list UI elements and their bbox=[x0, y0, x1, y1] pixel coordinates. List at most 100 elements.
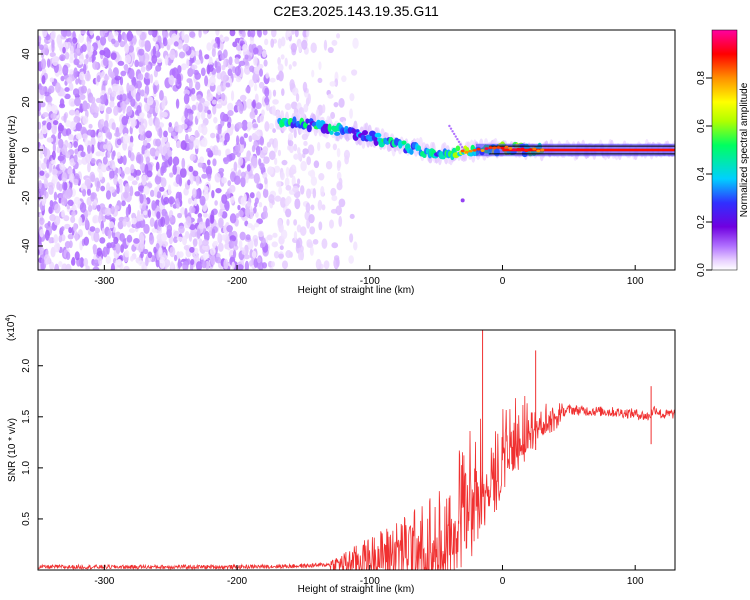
heatmap-cell bbox=[125, 206, 130, 218]
heatmap-cell bbox=[190, 94, 197, 102]
heatmap-cell bbox=[353, 241, 358, 251]
heatmap-cell bbox=[119, 40, 126, 48]
heatmap-cell bbox=[285, 250, 292, 259]
heatmap-cell bbox=[280, 54, 285, 60]
heatmap-cell bbox=[262, 30, 268, 36]
heatmap-cell bbox=[143, 265, 148, 270]
heatmap-cell bbox=[58, 138, 64, 149]
heatmap-cell bbox=[288, 144, 294, 154]
heatmap-cell bbox=[508, 147, 513, 150]
heatmap-cell bbox=[349, 233, 354, 243]
heatmap-cell bbox=[41, 30, 48, 38]
heatmap-cell bbox=[51, 150, 56, 160]
heatmap-cell bbox=[212, 158, 217, 167]
heatmap-cell bbox=[111, 83, 119, 91]
heatmap-cell bbox=[62, 30, 67, 38]
heatmap-cell bbox=[126, 220, 131, 228]
heatmap-cell bbox=[64, 223, 71, 230]
heatmap-cell bbox=[73, 154, 78, 163]
heatmap-cell bbox=[253, 134, 258, 141]
heatmap-cell bbox=[238, 60, 246, 66]
heatmap-cell bbox=[179, 167, 187, 178]
heatmap-cell bbox=[92, 61, 99, 70]
heatmap-cell bbox=[73, 58, 80, 66]
heatmap-cell bbox=[106, 166, 110, 172]
heatmap-cell bbox=[60, 197, 67, 206]
heatmap-cell bbox=[149, 217, 155, 228]
heatmap-cell bbox=[41, 162, 47, 170]
heatmap-cell bbox=[455, 145, 461, 152]
heatmap-cell bbox=[54, 82, 61, 94]
heatmap-cell bbox=[307, 144, 315, 156]
heatmap-cell bbox=[86, 41, 92, 53]
heatmap-cell bbox=[303, 140, 308, 146]
heatmap-cell bbox=[225, 82, 231, 88]
heatmap-cell bbox=[259, 115, 264, 123]
heatmap-cell bbox=[69, 172, 75, 183]
heatmap-cell bbox=[217, 149, 222, 157]
heatmap-cell bbox=[238, 210, 244, 218]
heatmap-cell bbox=[224, 132, 230, 143]
heatmap-cell bbox=[155, 138, 162, 147]
heatmap-cell bbox=[206, 226, 212, 232]
heatmap-cell bbox=[67, 233, 74, 240]
heatmap-cell bbox=[105, 106, 113, 115]
heatmap-cell bbox=[131, 180, 138, 186]
heatmap-cell bbox=[178, 51, 186, 59]
heatmap-cell bbox=[298, 251, 303, 261]
heatmap-cell bbox=[309, 246, 314, 256]
heatmap-cell bbox=[151, 200, 156, 211]
heatmap-cell bbox=[80, 45, 84, 54]
heatmap-cell bbox=[128, 68, 135, 80]
heatmap-cell bbox=[472, 148, 477, 152]
heatmap-cell bbox=[348, 255, 354, 264]
heatmap-cell bbox=[144, 102, 150, 112]
snr-x-ticks: -300 -200 -100 0 100 bbox=[94, 565, 644, 587]
heatmap-cell bbox=[110, 262, 115, 270]
heatmap-cell bbox=[243, 254, 250, 260]
heatmap-cell bbox=[90, 174, 96, 183]
heatmap-cell bbox=[167, 184, 172, 196]
heatmap-cell bbox=[237, 204, 241, 211]
heatmap-cell bbox=[229, 235, 237, 242]
heatmap-cell bbox=[225, 148, 231, 155]
heatmap-cell bbox=[118, 178, 123, 185]
heatmap-cell bbox=[85, 265, 90, 270]
heatmap-cell bbox=[194, 72, 201, 80]
heatmap-cell bbox=[308, 214, 315, 224]
heatmap-cell bbox=[161, 232, 168, 242]
heatmap-cell bbox=[72, 88, 80, 97]
heatmap-cell bbox=[273, 165, 281, 173]
x-tick-label: -200 bbox=[227, 276, 247, 287]
heatmap-cell bbox=[153, 187, 158, 198]
heatmap-cell bbox=[110, 52, 117, 60]
heatmap-cell bbox=[161, 135, 168, 143]
heatmap-cell bbox=[195, 261, 203, 270]
heatmap-cell bbox=[103, 120, 109, 131]
heatmap-cell bbox=[271, 241, 278, 248]
heatmap-cell bbox=[236, 121, 243, 129]
heatmap-cell bbox=[183, 93, 190, 105]
heatmap-cell bbox=[349, 108, 353, 119]
heatmap-cell bbox=[310, 42, 317, 54]
heatmap-cell bbox=[102, 156, 108, 165]
heatmap-cell bbox=[245, 86, 251, 94]
heatmap-cell bbox=[297, 147, 301, 155]
heatmap-cell bbox=[191, 64, 198, 70]
heatmap-cell bbox=[102, 246, 108, 258]
heatmap-cell bbox=[318, 172, 325, 181]
heatmap-cell bbox=[226, 224, 233, 233]
heatmap-cell bbox=[98, 214, 102, 224]
heatmap-cell bbox=[172, 164, 177, 176]
heatmap-cell bbox=[126, 105, 133, 117]
heatmap-cell bbox=[195, 81, 201, 91]
heatmap-cell bbox=[73, 178, 79, 186]
heatmap-cell bbox=[129, 185, 134, 197]
heatmap-cell bbox=[341, 75, 347, 83]
heatmap-cell bbox=[39, 153, 43, 159]
heatmap-cell bbox=[242, 44, 248, 52]
heatmap-cell bbox=[143, 186, 150, 195]
heatmap-cell bbox=[290, 30, 295, 35]
colorbar-label: Normalized spectral amplitude bbox=[739, 82, 750, 217]
